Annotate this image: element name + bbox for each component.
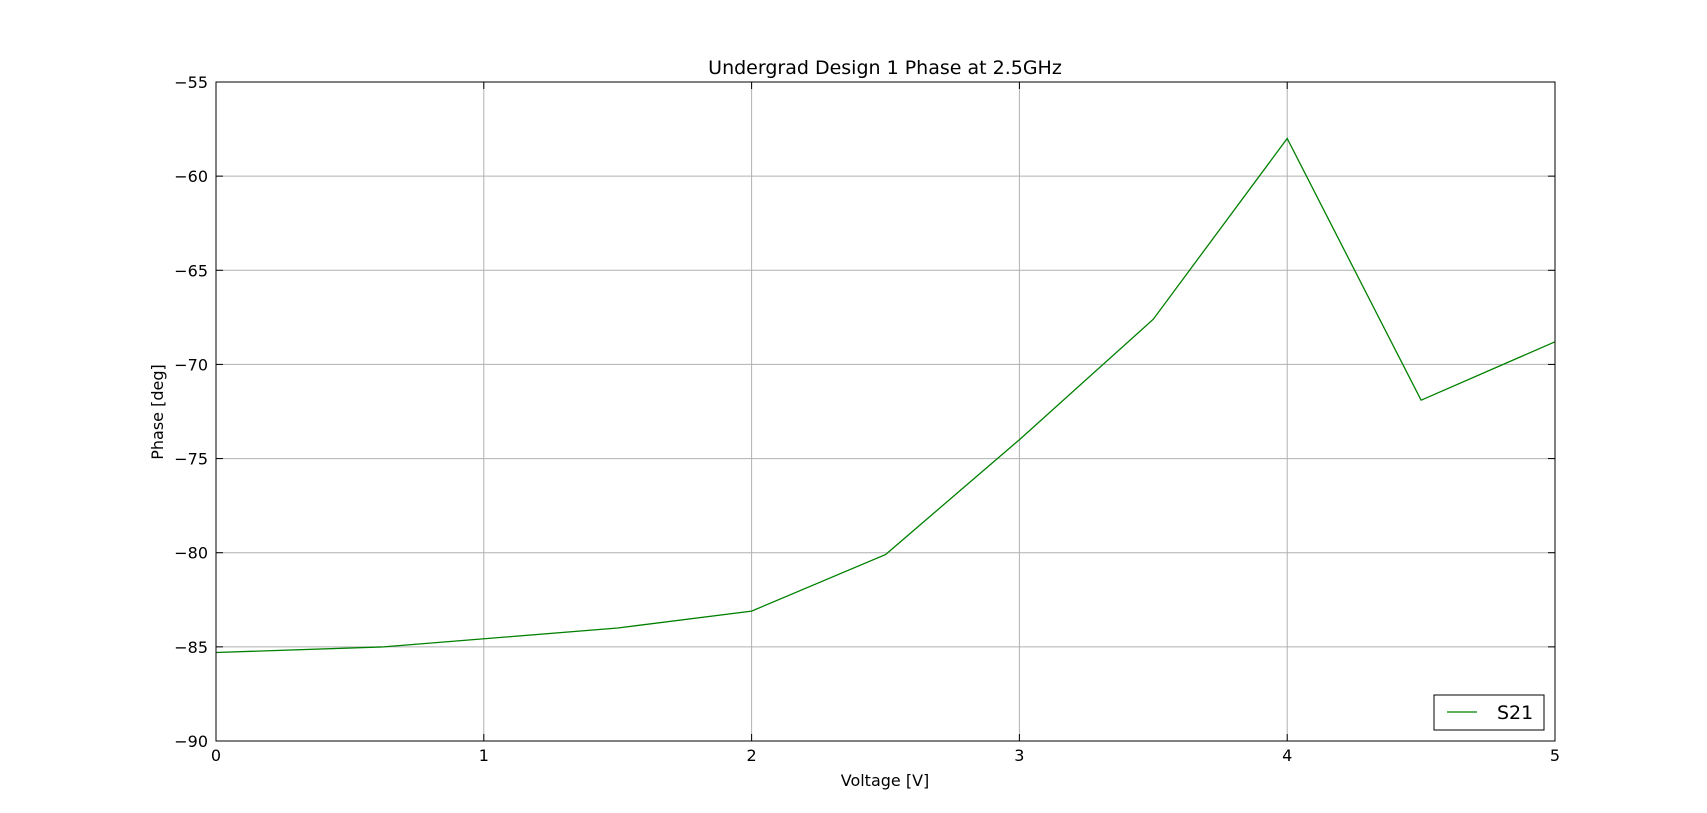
legend-label-s21: S21 <box>1497 702 1533 724</box>
y-tick-label: −65 <box>174 261 208 280</box>
y-tick-label: −80 <box>174 544 208 563</box>
x-tick-label: 5 <box>1550 746 1560 765</box>
x-tick-label: 2 <box>747 746 757 765</box>
y-tick-label: −55 <box>174 73 208 92</box>
y-tick-label: −75 <box>174 450 208 469</box>
y-tick-label: −90 <box>174 732 208 751</box>
series-line-s21 <box>215 137 1556 654</box>
x-tick-label: 3 <box>1014 746 1024 765</box>
y-tick-labels: −90 −85 −80 −75 −70 −65 −60 −55 <box>174 73 208 751</box>
plot-frame <box>215 81 1556 742</box>
series-layer <box>215 137 1556 654</box>
plot-area <box>216 82 1555 741</box>
y-tick-label: −70 <box>174 355 208 374</box>
y-tick-label: −85 <box>174 638 208 657</box>
chart-title: Undergrad Design 1 Phase at 2.5GHz <box>708 57 1062 79</box>
y-tick-label: −60 <box>174 167 208 186</box>
grid-lines <box>216 82 1555 741</box>
x-axis-label: Voltage [V] <box>841 771 930 790</box>
legend: S21 <box>1433 694 1545 731</box>
x-tick-labels: 0 1 2 3 4 5 <box>211 746 1560 765</box>
y-axis-label: Phase [deg] <box>148 364 167 460</box>
x-tick-label: 1 <box>479 746 489 765</box>
x-tick-label: 4 <box>1282 746 1292 765</box>
axis-ticks <box>215 81 1556 742</box>
x-tick-label: 0 <box>211 746 221 765</box>
